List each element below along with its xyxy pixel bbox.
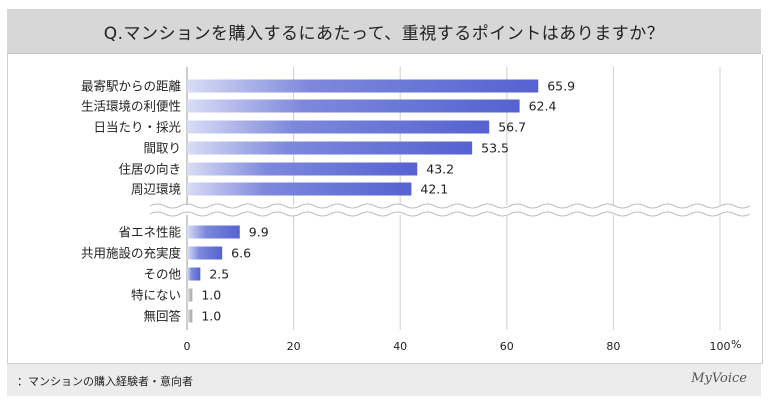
value-label-4: 53.5 [481, 141, 509, 156]
category-label-6: 周辺環境 [131, 182, 181, 197]
value-label-9: 2.5 [209, 267, 229, 282]
category-label-4: 間取り [143, 141, 181, 156]
value-label-3: 56.7 [498, 120, 526, 135]
bar-1 [187, 79, 539, 93]
bar-6 [187, 182, 412, 196]
category-label-10: 特にない [131, 288, 181, 303]
bar-5 [187, 162, 418, 176]
axis-break-line-bottom [149, 211, 751, 217]
bar-8 [187, 246, 223, 260]
category-label-11: 無回答 [143, 309, 181, 324]
category-label-8: 共用施設の充実度 [81, 246, 182, 261]
category-label-3: 日当たり・採光 [93, 120, 181, 135]
axis-unit-label: % [731, 338, 741, 351]
bar-10 [187, 288, 193, 302]
bar-7 [187, 225, 240, 239]
tick-label-60: 60 [500, 340, 514, 353]
bar-2 [187, 99, 520, 113]
value-label-10: 1.0 [201, 288, 221, 303]
bar-11 [187, 309, 193, 323]
tick-label-20: 20 [287, 340, 301, 353]
tick-label-80: 80 [606, 340, 620, 353]
bar-4 [187, 141, 473, 155]
axis-break-line-top [149, 203, 751, 209]
brand-logo: MyVoice [691, 371, 747, 386]
value-label-5: 43.2 [426, 162, 454, 177]
chart-title: Q.マンションを購入するにあたって、重視するポイントはありますか？ [103, 23, 665, 44]
value-label-6: 42.1 [420, 182, 448, 197]
footer: ：マンションの購入経験者・意向者 MyVoice [7, 363, 761, 396]
title-bar: Q.マンションを購入するにあたって、重視するポイントはありますか？ [7, 9, 761, 54]
sample-note: ：マンションの購入経験者・意向者 [17, 375, 193, 388]
tick-label-0: 0 [184, 340, 191, 353]
bar-9 [187, 267, 201, 281]
category-label-7: 省エネ性能 [118, 225, 181, 240]
category-label-2: 生活環境の利便性 [81, 99, 181, 114]
category-label-1: 最寄駅からの距離 [81, 79, 182, 94]
tick-label-100: 100 [710, 340, 731, 353]
category-label-5: 住居の向き [118, 162, 181, 177]
value-label-1: 65.9 [547, 79, 575, 94]
tick-label-40: 40 [393, 340, 407, 353]
category-label-9: その他 [143, 267, 181, 282]
value-label-8: 6.6 [231, 246, 251, 261]
value-label-2: 62.4 [529, 99, 557, 114]
axis-break-gap [150, 205, 740, 215]
bar-3 [187, 120, 490, 134]
value-label-7: 9.9 [249, 225, 269, 240]
value-label-11: 1.0 [201, 309, 221, 324]
